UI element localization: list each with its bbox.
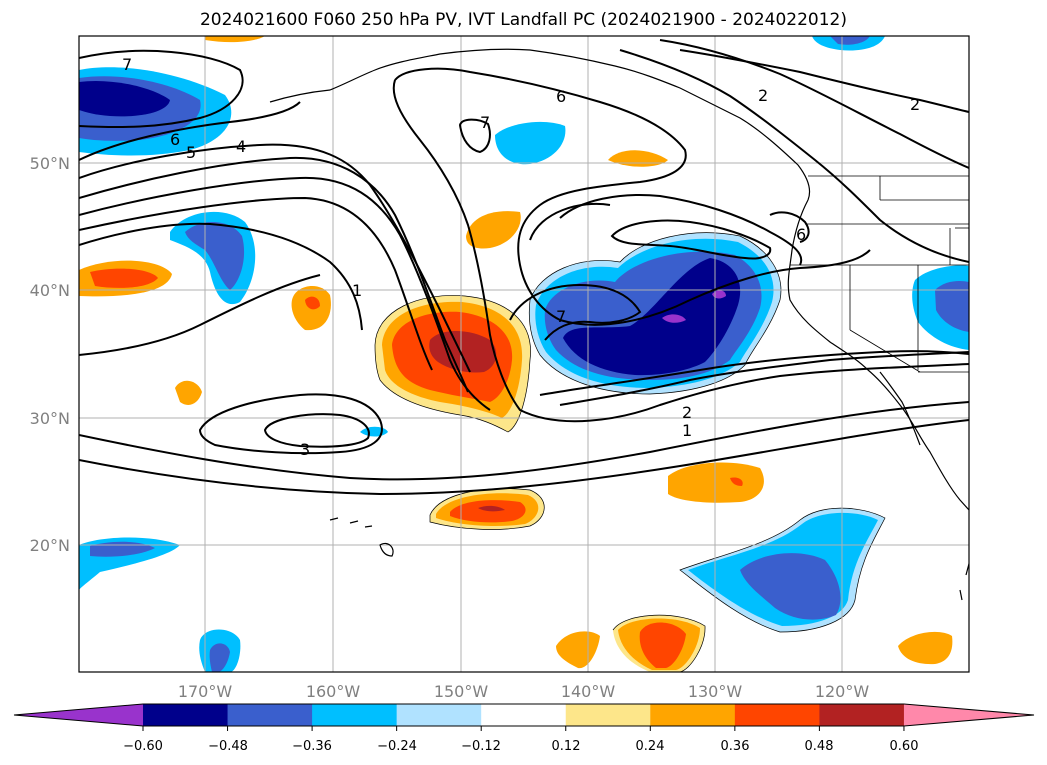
lon-label: 140°W [561,682,616,701]
lat-label: 30°N [30,409,70,428]
colorbar-segment [312,704,398,726]
longitude-labels: 170°W 160°W 150°W 140°W 130°W 120°W [178,682,870,701]
lon-label: 150°W [434,682,489,701]
contour-label: 4 [236,137,246,156]
colorbar [13,703,1035,731]
colorbar-segment [650,704,736,726]
map-title: 2024021600 F060 250 hPa PV, IVT Landfall… [199,10,847,30]
colorbar-tick-label: 0.48 [805,739,834,754]
latitude-labels: 50°N 40°N 30°N 20°N [30,154,70,555]
lon-label: 170°W [178,682,233,701]
shading-outlines [374,232,886,672]
map-frame [78,35,970,673]
lon-label: 160°W [306,682,361,701]
contour-label: 1 [352,281,362,300]
contour-label: 6 [170,130,180,149]
colorbar-ticks: −0.60 −0.48 −0.36 −0.24 −0.12 0.12 0.24 … [123,739,918,754]
colorbar-segment [565,704,651,726]
lat-label: 20°N [30,536,70,555]
colorbar-segment [227,704,313,726]
colorbar-tick-label: 0.60 [890,739,919,754]
ivt-contours [79,39,969,496]
lat-label: 40°N [30,281,70,300]
colorbar-tick-label: −0.48 [208,739,248,754]
contour-label: 1 [682,421,692,440]
lon-label: 120°W [815,682,870,701]
contour-labels: 7 6 5 4 7 6 2 2 6 1 7 3 2 1 [122,55,920,459]
colorbar-tick-label: −0.24 [377,739,417,754]
contour-label: 5 [186,143,196,162]
colorbar-segment [734,704,820,726]
contour-label: 2 [758,86,768,105]
colorbar-tick-label: −0.12 [461,739,501,754]
colorbar-segment [396,704,482,726]
colorbar-tick-label: −0.60 [123,739,163,754]
colorbar-tick-label: −0.36 [292,739,332,754]
contour-label: 2 [682,403,692,422]
colorbar-segment [14,704,143,726]
colorbar-segment [143,704,229,726]
contour-label: 7 [122,55,132,74]
lon-label: 130°W [688,682,743,701]
contour-label: 6 [796,225,806,244]
colorbar-segment [481,704,567,726]
colorbar-segment [903,704,1034,726]
contour-label: 6 [556,87,566,106]
colorbar-tick-label: 0.24 [636,739,665,754]
contour-label: 7 [480,113,490,132]
lat-label: 50°N [30,154,70,173]
political-borders [790,175,969,373]
colorbar-tick-label: 0.12 [552,739,581,754]
contour-label: 7 [556,307,566,326]
contour-label: 3 [300,440,310,459]
colorbar-tick-label: 0.36 [721,739,750,754]
contour-label: 2 [910,95,920,114]
colorbar-segment [819,704,905,726]
